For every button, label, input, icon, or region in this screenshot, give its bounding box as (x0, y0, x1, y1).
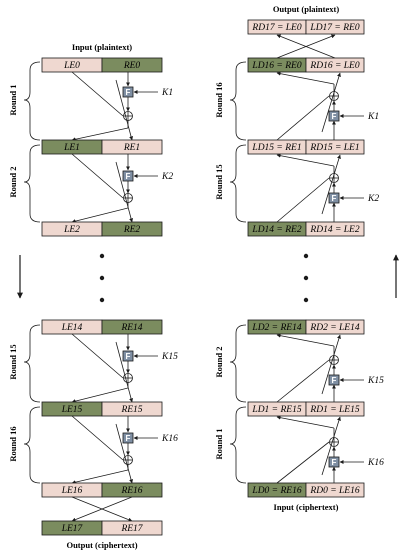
decryption-input-caption: Input (ciphertext) (274, 502, 339, 512)
dec-row-2: LD2 = RE14 RD2 = LE14 (247, 319, 365, 335)
enc-row-2-left: LE2 (63, 225, 80, 235)
dec-key-2: K2 (367, 194, 379, 204)
enc-row-1: LE1 RE1 (41, 139, 163, 155)
dec-row-15-right: RD15 = LE1 (309, 143, 359, 153)
enc-row-15-left: LE15 (61, 405, 83, 415)
dec-round-label: Round 2 (214, 347, 224, 378)
enc-row-16: LE16 RE16 (41, 482, 163, 498)
dec-round-label: Round 15 (214, 164, 224, 199)
svg-text:F: F (332, 112, 337, 121)
enc-row-15: LE15 RE15 (41, 401, 163, 417)
dec-row-1: LD1 = RE15 RD1 = LE15 (247, 401, 365, 417)
enc-row-0-right: RE0 (123, 61, 141, 71)
ellipsis-dot (99, 297, 105, 303)
enc-row-14-left: LE14 (61, 323, 83, 333)
dec-row-16: LD16 = RE0 RD16 = LE0 (247, 57, 365, 73)
dec-key-15: K15 (367, 376, 384, 386)
dec-row-15-left: LD15 = RE1 (251, 143, 301, 153)
dec-round-label: Round 16 (214, 82, 224, 117)
enc-round-2: F K2 (71, 153, 173, 224)
dec-row-16-left: LD16 = RE0 (251, 61, 301, 71)
enc-row-16-left: LE16 (61, 486, 83, 496)
svg-text:F: F (126, 352, 131, 361)
decryption-output-caption: Output (plaintext) (273, 4, 340, 14)
enc-round-16: F K16 (71, 415, 178, 485)
dec-row-17-right: LD17 = RE0 (309, 23, 359, 33)
enc-row-1-left: LE1 (63, 143, 80, 153)
enc-row-1-right: RE1 (123, 143, 140, 153)
svg-text:F: F (332, 458, 337, 467)
enc-key-1: K1 (161, 88, 173, 98)
encryption-side: Input (plaintext) LE0 RE0 F K1 (8, 42, 178, 550)
svg-text:F: F (126, 172, 131, 181)
dec-row-17: RD17 = LE0 LD17 = RE0 (247, 19, 365, 35)
dec-key-1: K1 (367, 112, 379, 122)
ellipsis-dot (99, 275, 105, 281)
dec-row-15: LD15 = RE1 RD15 = LE1 (247, 139, 365, 155)
enc-row-15-right: RE15 (120, 405, 142, 415)
dec-row-17-left: RD17 = LE0 (251, 23, 301, 33)
dec-row-0-right: RD0 = LE16 (309, 486, 359, 496)
dec-row-2-right: RD2 = LE14 (309, 323, 359, 333)
enc-round-label: Round 2 (8, 167, 18, 198)
enc-round-label: Round 1 (8, 85, 18, 116)
svg-text:F: F (126, 88, 131, 97)
dec-row-16-right: RD16 = LE0 (309, 61, 359, 71)
encryption-output-caption: Output (ciphertext) (66, 540, 137, 550)
dec-round-2: F K15 (276, 333, 384, 403)
enc-row-17-right: RE17 (120, 524, 143, 534)
ellipsis-dot (303, 297, 309, 303)
enc-key-15: K15 (161, 352, 178, 362)
enc-round-label: Round 16 (8, 426, 18, 461)
dec-row-1-left: LD1 = RE15 (251, 405, 301, 415)
enc-round-15: F K15 (71, 333, 178, 404)
enc-round-1: F K1 (71, 71, 173, 142)
svg-text:F: F (332, 376, 337, 385)
dec-round-16: F K1 (276, 71, 379, 141)
dec-row-0: LD0 = RE16 RD0 = LE16 (247, 482, 365, 498)
ellipsis-dot (99, 253, 105, 259)
dec-row-14-right: RD14 = LE2 (309, 225, 359, 235)
enc-row-0-left: LE0 (63, 61, 80, 71)
enc-key-16: K16 (161, 434, 178, 444)
ellipsis-dot (303, 275, 309, 281)
encryption-input-caption: Input (plaintext) (72, 42, 132, 52)
enc-row-0: LE0 RE0 (41, 57, 163, 73)
dec-row-14: LD14 = RE2 RD14 = LE2 (247, 221, 365, 237)
enc-round-label: Round 15 (8, 344, 18, 379)
dec-round-label: Round 1 (214, 429, 224, 460)
dec-row-0-left: LD0 = RE16 (251, 486, 301, 496)
svg-text:F: F (332, 194, 337, 203)
enc-row-17: LE17 RE17 (41, 520, 163, 536)
dec-row-1-right: RD1 = LE15 (309, 405, 359, 415)
dec-round-braces: Round 16 Round 15 Round 2 Round 1 (214, 61, 247, 484)
enc-row-17-left: LE17 (61, 524, 84, 534)
enc-round-braces: Round 1 Round 2 Round 15 Round 16 (8, 61, 41, 484)
enc-row-14: LE14 RE14 (41, 319, 163, 335)
dec-row-14-left: LD14 = RE2 (251, 225, 301, 235)
ellipsis-dot (303, 253, 309, 259)
enc-key-2: K2 (161, 172, 173, 182)
dec-key-16: K16 (367, 458, 384, 468)
enc-row-2: LE2 RE2 (41, 221, 163, 237)
dec-row-2-left: LD2 = RE14 (251, 323, 301, 333)
enc-row-14-right: RE14 (120, 323, 142, 333)
enc-row-16-right: RE16 (120, 486, 142, 496)
dec-round-15: F K2 (276, 153, 379, 223)
decryption-side: Output (plaintext) RD17 = LE0 LD17 = RE0… (214, 4, 399, 512)
svg-text:F: F (126, 434, 131, 443)
enc-row-2-right: RE2 (123, 225, 141, 235)
dec-round-1: F K16 (276, 415, 384, 484)
